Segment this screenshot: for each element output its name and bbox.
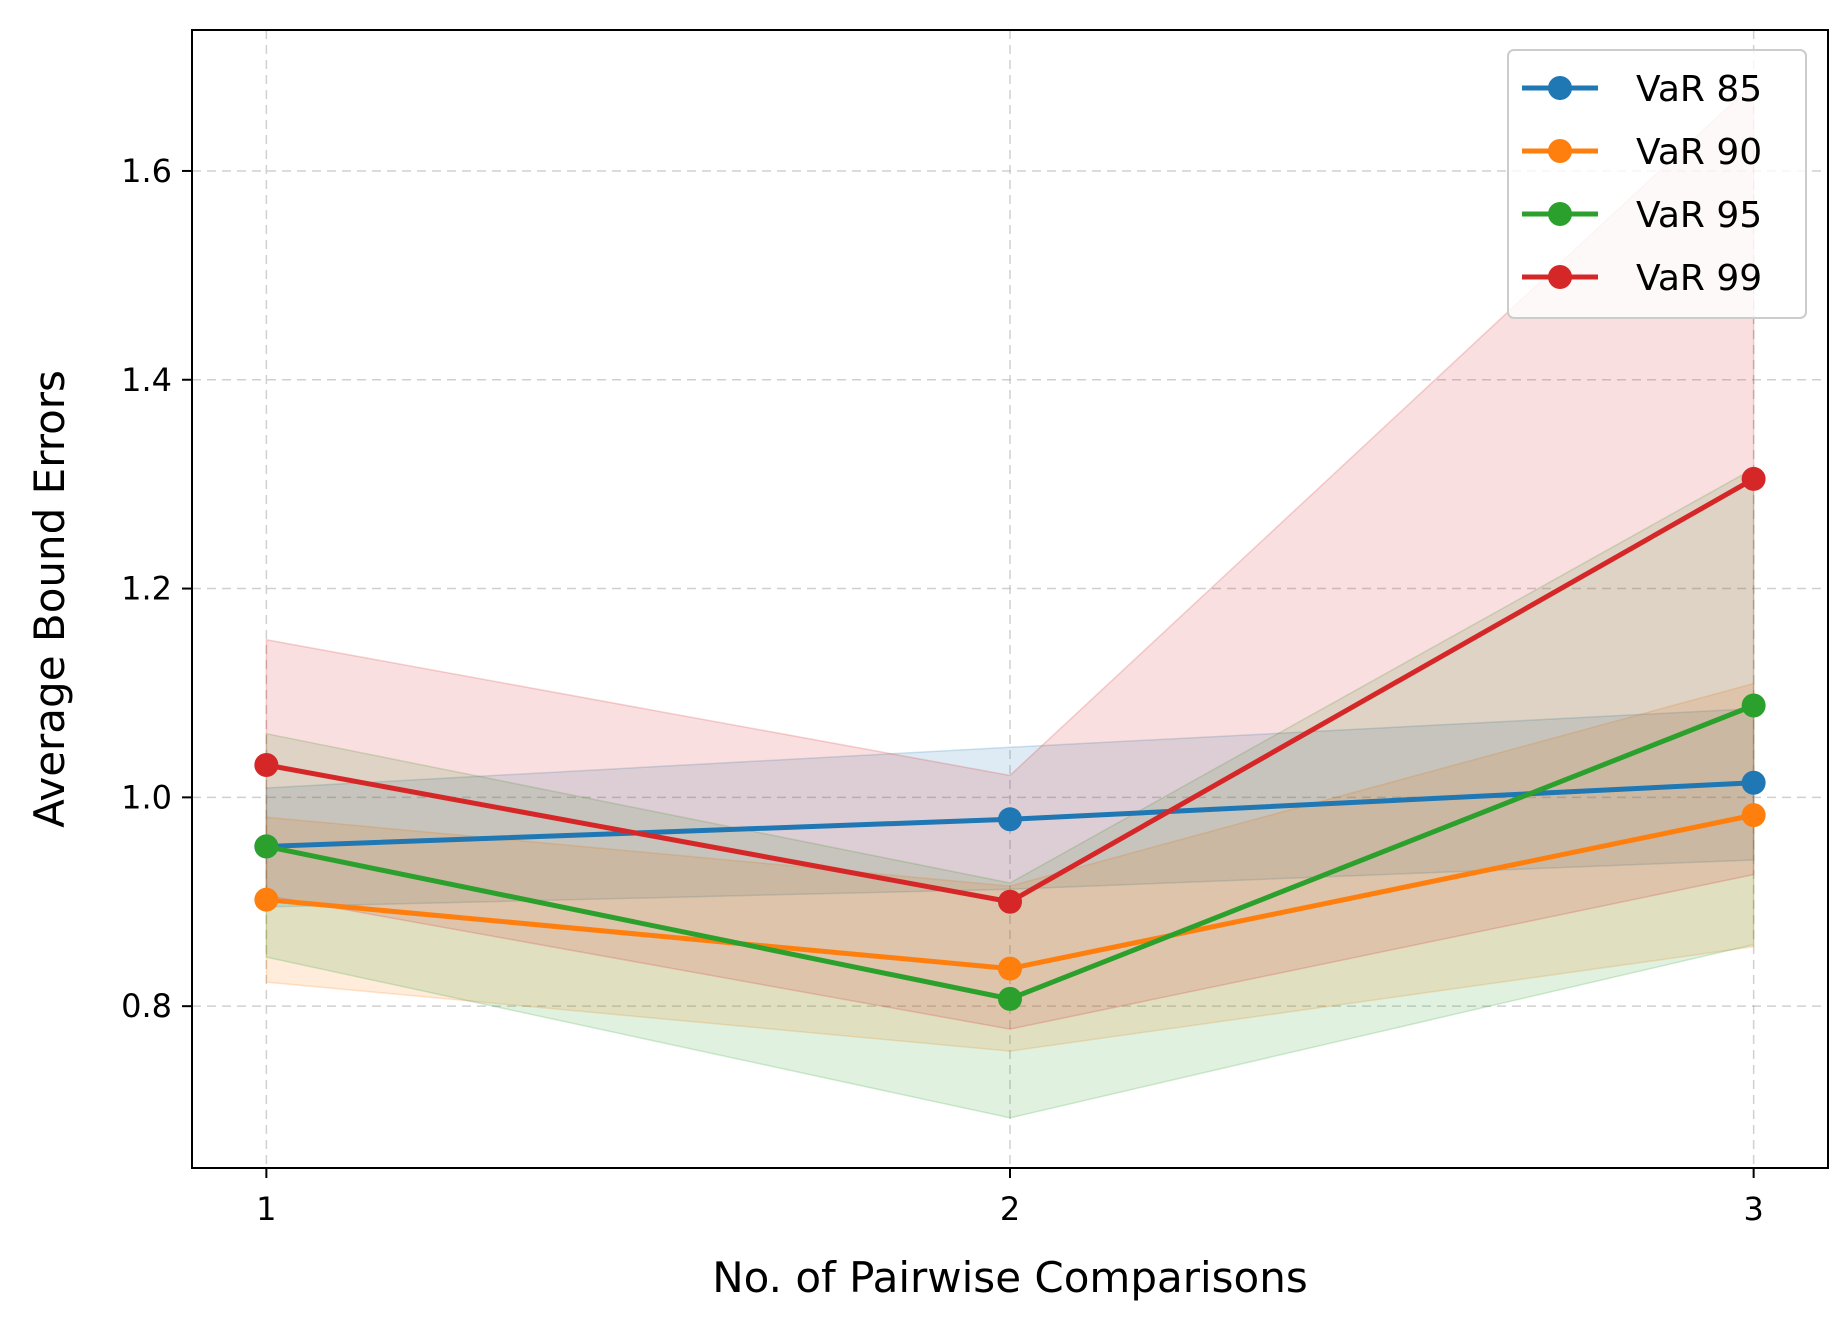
legend: VaR 85 VaR 90 VaR 95 VaR 99 xyxy=(1507,49,1807,319)
data-point-var-95 xyxy=(998,986,1022,1011)
y-tick-label: 1.6 xyxy=(121,152,172,190)
legend-marker xyxy=(1548,76,1572,100)
x-tick-label: 3 xyxy=(1743,1190,1763,1228)
legend-marker xyxy=(1548,202,1572,226)
data-point-var-99 xyxy=(1741,466,1766,491)
y-tick-label: 0.8 xyxy=(121,987,172,1025)
y-axis-label: Average Bound Errors xyxy=(25,370,74,828)
x-tick-label: 1 xyxy=(256,1190,276,1228)
data-point-var-99 xyxy=(254,753,279,778)
x-tick-label: 2 xyxy=(1000,1190,1020,1228)
data-point-var-90 xyxy=(1741,803,1766,828)
confidence-band-var-90 xyxy=(265,682,1755,1052)
y-tick-label: 1.4 xyxy=(121,361,172,399)
data-point-var-99 xyxy=(998,889,1022,914)
legend-label: VaR 95 xyxy=(1636,195,1762,236)
y-tick-label: 1.2 xyxy=(121,570,172,608)
legend-marker xyxy=(1548,139,1572,163)
legend-label: VaR 99 xyxy=(1636,258,1762,299)
legend-label: VaR 90 xyxy=(1636,132,1762,173)
legend-marker xyxy=(1548,265,1572,289)
data-point-var-90 xyxy=(998,956,1022,981)
data-point-var-85 xyxy=(998,807,1022,832)
y-tick-label: 1.0 xyxy=(121,778,172,816)
series-lines xyxy=(254,466,1766,1011)
data-point-var-90 xyxy=(254,887,279,912)
x-axis-label: No. of Pairwise Comparisons xyxy=(712,1253,1307,1302)
axis-ticks: 1 2 3 0.8 1.0 1.2 1.4 1.6 xyxy=(121,152,1764,1228)
confidence-band-var-95 xyxy=(265,467,1755,1119)
data-point-var-95 xyxy=(1741,693,1766,718)
data-point-var-85 xyxy=(1741,770,1766,795)
legend-box xyxy=(1507,49,1807,319)
legend-label: VaR 85 xyxy=(1636,69,1762,110)
data-point-var-95 xyxy=(254,834,279,859)
